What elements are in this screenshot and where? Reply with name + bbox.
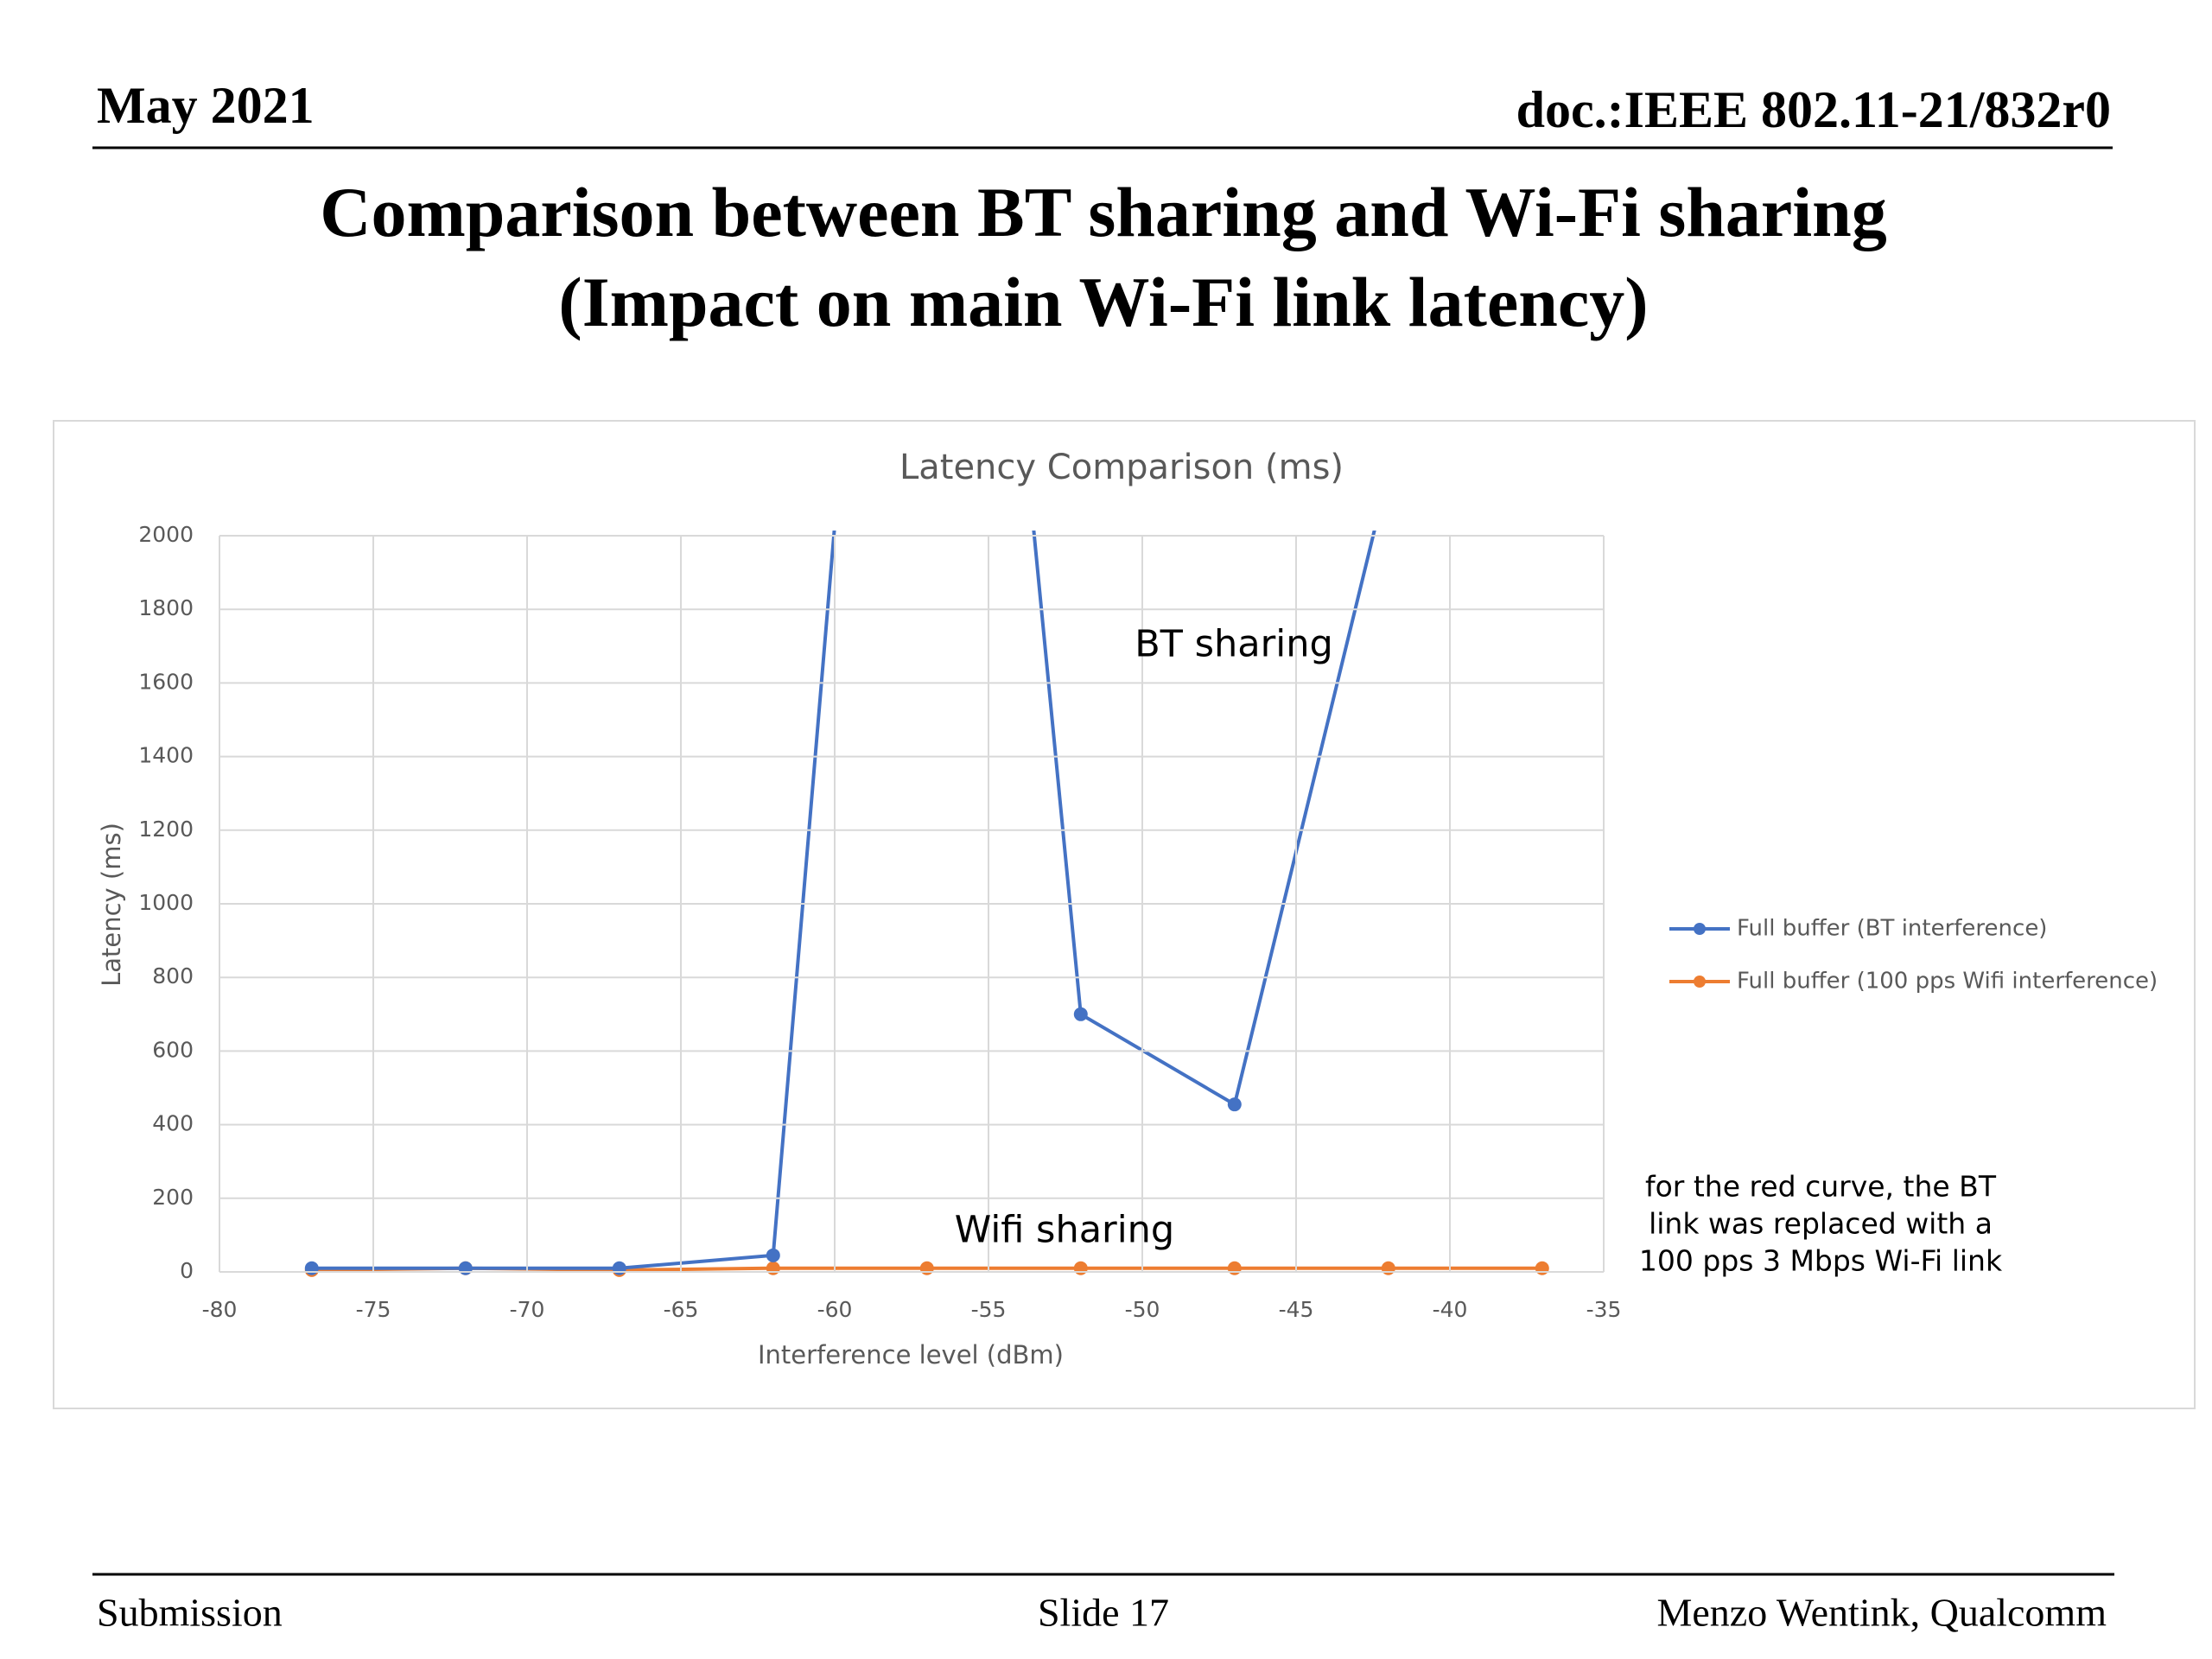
x-tick-label: -70 [510,1297,545,1322]
x-tick-label: -60 [817,1297,853,1322]
data-point [612,1261,626,1275]
y-tick-label: 800 [152,963,194,988]
x-tick-label: -40 [1433,1297,1468,1322]
x-tick-label: -80 [202,1297,238,1322]
y-tick-label: 400 [152,1111,194,1136]
y-tick-label: 1200 [138,817,194,842]
legend-label: Full buffer (100 pps Wifi interference) [1737,969,2158,995]
footer-left: Submission [97,1591,283,1635]
slide-title: Comparison between BT sharing and Wi-Fi … [320,173,1886,251]
y-tick-label: 1800 [138,595,194,620]
data-point [1073,1261,1088,1275]
y-tick-label: 1000 [138,890,194,915]
x-axis-label: Interference level (dBm) [758,1340,1064,1370]
data-point [1073,1007,1088,1021]
date: May 2021 [97,77,315,134]
data-point [1381,1261,1395,1275]
y-tick-label: 1600 [138,669,194,694]
data-point [1227,1097,1242,1112]
note: link was replaced with a [1649,1207,1993,1241]
y-tick-label: 2000 [138,522,194,547]
note: for the red curve, the BT [1645,1170,1997,1204]
x-tick-label: -75 [356,1297,391,1322]
data-point [919,1261,934,1275]
chart-frame [53,420,2196,1409]
data-point [766,1248,780,1262]
footer-center: Slide 17 [1038,1591,1169,1635]
chart-title: Latency Comparison (ms) [899,448,1344,487]
y-axis-label: Latency (ms) [97,823,126,987]
x-tick-label: -45 [1279,1297,1314,1322]
annotation: Wifi sharing [955,1209,1174,1252]
x-tick-label: -55 [971,1297,1007,1322]
data-point [766,1261,780,1275]
x-tick-label: -35 [1586,1297,1622,1322]
slide-title: (Impact on main Wi-Fi link latency) [558,263,1648,341]
x-tick-label: -50 [1125,1297,1160,1322]
x-tick-label: -65 [664,1297,699,1322]
legend-label: Full buffer (BT interference) [1737,916,2047,942]
footer-right: Menzo Wentink, Qualcomm [1656,1591,2107,1635]
data-point [1535,1261,1549,1275]
data-point [1227,1261,1242,1275]
y-tick-label: 600 [152,1037,194,1062]
legend-marker [1694,923,1706,935]
series-line [311,531,1376,1270]
y-tick-label: 1400 [138,743,194,768]
annotation: BT sharing [1135,623,1333,666]
y-tick-label: 200 [152,1185,194,1210]
y-tick-label: 0 [180,1258,194,1283]
doc-id: doc.:IEEE 802.11-21/832r0 [1516,81,2111,138]
legend-marker [1694,976,1706,988]
data-point [304,1261,319,1275]
data-point [458,1261,473,1275]
note: 100 pps 3 Mbps Wi-Fi link [1639,1244,2003,1278]
